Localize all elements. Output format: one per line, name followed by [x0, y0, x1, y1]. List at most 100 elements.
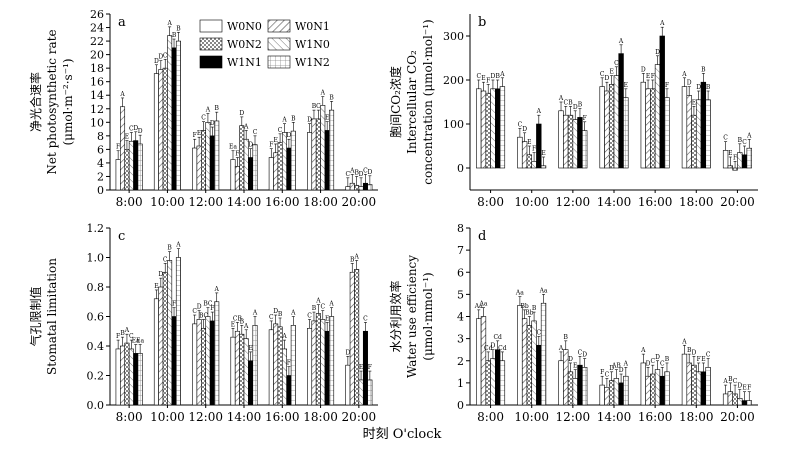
bar-w0n2	[354, 268, 360, 406]
bar-w1n2	[664, 371, 670, 406]
significance-label: D	[655, 49, 660, 56]
bar-w0n2	[650, 373, 656, 406]
x-tick-label: 10:00	[150, 410, 185, 424]
y-tick-label: 3	[457, 333, 464, 346]
bar-w1n0	[281, 132, 287, 191]
significance-label: C	[614, 60, 619, 67]
bar-w1n2	[175, 257, 181, 406]
bar-w1n0	[613, 378, 620, 406]
legend-swatch	[199, 55, 223, 69]
significance-label: C	[129, 125, 134, 132]
significance-label: E	[325, 315, 329, 322]
bar-w0n0	[192, 323, 198, 406]
bar-w1n1	[209, 135, 215, 191]
bar-w1n1	[700, 371, 707, 406]
bar-w1n2	[214, 301, 220, 406]
bar-w1n2	[540, 302, 547, 406]
significance-label: C	[269, 314, 274, 321]
significance-label: A	[315, 298, 321, 305]
significance-label: D	[609, 365, 614, 372]
significance-label: C	[650, 358, 655, 365]
significance-label: E	[541, 150, 545, 157]
bar-w1n0	[737, 152, 743, 169]
bar-w0n2	[732, 393, 738, 406]
significance-label: E	[359, 364, 363, 371]
significance-label: C	[163, 256, 168, 263]
bar-w0n1	[480, 90, 487, 169]
legend-swatch	[267, 55, 291, 69]
bar-w0n2	[315, 118, 321, 191]
significance-label: F	[747, 385, 751, 392]
y-axis-label: 水分利用效率 Water use efficiency (μmol·mmol⁻¹)	[388, 255, 435, 378]
bar-w1n2	[623, 375, 629, 406]
y-tick-label: 0	[97, 184, 104, 197]
bar-w1n0	[737, 398, 743, 406]
bar-w0n2	[485, 92, 491, 169]
significance-label: C	[316, 103, 321, 110]
significance-label: C	[733, 378, 738, 385]
bar-w0n0	[115, 159, 121, 191]
significance-label: B	[312, 103, 317, 110]
bar-w1n1	[618, 382, 624, 406]
bar-w1n1	[495, 88, 501, 169]
bar-w1n2	[290, 325, 296, 406]
y-axis-label-cn: 水分利用效率	[388, 280, 403, 352]
bar-w1n1	[324, 130, 330, 191]
significance-label: A	[558, 345, 564, 352]
y-tick-label: 12	[90, 103, 104, 116]
bar-w1n0	[572, 119, 578, 169]
bar-w0n1	[196, 319, 202, 406]
bar-w1n0	[613, 75, 620, 169]
bar-w1n1	[248, 157, 254, 191]
significance-label: BC	[203, 301, 213, 308]
significance-label: A	[349, 167, 355, 174]
legend-label: W0N0	[227, 20, 262, 33]
significance-label: Cd	[493, 334, 502, 341]
bar-w0n2	[354, 184, 360, 191]
significance-label: Ea	[132, 338, 140, 345]
significance-label: Aa	[539, 287, 548, 294]
y-tick-label: 0.2	[87, 370, 105, 383]
x-tick-label: 20:00	[342, 195, 377, 209]
y-tick-label: 1.0	[87, 252, 105, 265]
significance-label: E	[273, 137, 277, 144]
bar-w0n1	[311, 118, 317, 191]
x-tick-label: 16:00	[638, 195, 673, 209]
bar-w0n0	[517, 305, 523, 406]
significance-label: B	[701, 66, 706, 73]
bar-w0n1	[604, 90, 610, 169]
bar-w1n2	[746, 400, 752, 406]
bar-w0n1	[645, 375, 651, 406]
significance-label: Ea	[136, 338, 144, 345]
bar-w0n2	[485, 360, 491, 406]
y-tick-label: 4	[457, 311, 464, 324]
significance-label: D	[641, 66, 646, 73]
bar-w1n0	[167, 260, 173, 406]
significance-label: C	[307, 312, 312, 319]
significance-label: A	[640, 347, 646, 354]
y-axis-label-en: Net photosynthetic rate	[45, 29, 59, 174]
significance-label: Aa	[515, 290, 524, 297]
significance-label: C	[742, 139, 747, 146]
significance-label: B	[738, 137, 743, 144]
bar-w1n2	[214, 120, 220, 191]
bar-w0n2	[239, 333, 245, 406]
bar-w0n2	[201, 327, 207, 406]
x-tick-label: 14:00	[227, 195, 262, 209]
bar-w1n2	[137, 353, 143, 406]
y-tick-label: 0.6	[87, 311, 105, 324]
significance-label: D	[133, 125, 138, 132]
significance-label: F	[697, 356, 701, 363]
significance-label: A	[618, 38, 624, 45]
bar-w0n0	[681, 353, 688, 406]
significance-label: A	[681, 71, 687, 78]
significance-label: A	[214, 286, 220, 293]
significance-label: D	[573, 104, 578, 111]
y-axis-label-cn: 胞间CO₂浓度	[388, 66, 403, 138]
bar-w1n2	[746, 147, 752, 169]
significance-label: D	[619, 367, 624, 374]
x-tick-label: 18:00	[303, 410, 338, 424]
significance-label: F	[733, 154, 737, 161]
significance-label: B	[312, 305, 317, 312]
significance-label: D	[273, 308, 278, 315]
